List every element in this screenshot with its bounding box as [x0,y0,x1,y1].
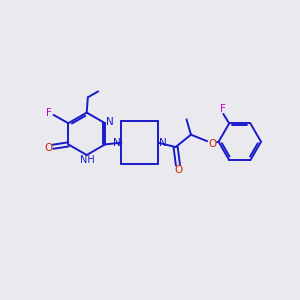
Text: N: N [113,138,121,148]
Text: F: F [46,108,52,118]
Text: NH: NH [80,155,95,165]
Text: O: O [208,139,216,148]
Text: F: F [220,104,226,114]
Text: O: O [44,143,52,153]
Text: O: O [174,165,182,175]
Text: N: N [159,138,167,148]
Text: N: N [106,117,114,127]
